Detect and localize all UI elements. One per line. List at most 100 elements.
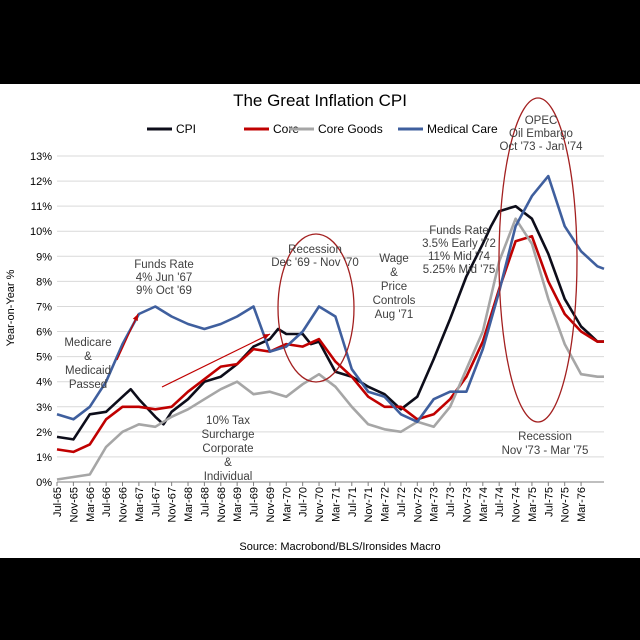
y-tick-label: 13% xyxy=(30,151,52,163)
annotation-funds-rate-1972: 11% Mid '74 xyxy=(428,251,491,263)
annotation-medicare: & xyxy=(84,351,92,363)
x-tick-label: Jul-70 xyxy=(298,487,310,517)
chart-panel: The Great Inflation CPI CPI Core Core Good… xyxy=(0,84,640,558)
annotation-wage-price-controls: & xyxy=(390,267,398,279)
y-tick-label: 10% xyxy=(30,226,52,238)
y-tick-label: 9% xyxy=(36,251,52,263)
x-tick-label: Mar-71 xyxy=(330,487,342,522)
gridlines xyxy=(57,155,604,458)
x-tick-label: Jul-68 xyxy=(199,487,211,517)
x-tick-label: Mar-70 xyxy=(281,487,293,522)
annotation-opec: Oil Embargo xyxy=(509,128,573,140)
annotation-recession-1973: Recession xyxy=(518,431,572,443)
x-tick-label: Jul-66 xyxy=(101,487,113,517)
series-line-core-goods xyxy=(56,217,604,481)
annotation-funds-rate-1967: Funds Rate xyxy=(134,259,193,271)
x-axis: Jul-65 Nov-65 Mar-66 Jul-66 Nov-66 Mar-67 Jul-… xyxy=(52,481,604,522)
x-tick-label: Nov-73 xyxy=(461,487,473,522)
x-tick-label: Nov-72 xyxy=(412,487,424,522)
annotation-tax-surcharge: Corporate xyxy=(202,443,253,455)
annotation-wage-price-controls: Controls xyxy=(373,295,416,307)
x-tick-label: Nov-71 xyxy=(363,487,375,522)
annotation-tax-surcharge: 10% Tax xyxy=(206,415,250,427)
x-tick-label: Nov-67 xyxy=(167,487,179,522)
x-tick-label: Jul-74 xyxy=(494,487,506,517)
arrow-head xyxy=(132,314,138,321)
x-tick-label: Mar-67 xyxy=(134,487,146,522)
y-tick-label: 0% xyxy=(36,477,52,489)
y-tick-label: 5% xyxy=(36,352,52,364)
annotation-medicare: Passed xyxy=(69,379,107,391)
chart-title: The Great Inflation CPI xyxy=(233,91,407,110)
annotation-opec: OPEC xyxy=(525,115,558,127)
y-tick-label: 2% xyxy=(36,427,52,439)
y-axis-label: Year-on-Year % xyxy=(5,269,17,346)
y-tick-label: 3% xyxy=(36,402,52,414)
x-tick-label: Mar-74 xyxy=(478,487,490,522)
x-tick-label: Nov-65 xyxy=(68,487,80,522)
y-tick-label: 4% xyxy=(36,377,52,389)
x-tick-label: Mar-66 xyxy=(85,487,97,522)
annotation-marks xyxy=(116,97,578,423)
x-tick-label: Nov-66 xyxy=(118,487,130,522)
legend: CPI Core Core Goods Medical Care xyxy=(147,122,498,136)
y-axis: 0% 1% 2% 3% 4% 5% 6% 7% 8% 9% 10% 11% 12% 13% xyxy=(30,151,52,489)
annotation-wage-price-controls: Wage xyxy=(379,253,409,265)
annotation-opec: Oct '73 - Jan '74 xyxy=(499,141,583,153)
annotation-tax-surcharge: Individual xyxy=(204,471,253,483)
y-tick-label: 6% xyxy=(36,327,52,339)
series-line-core xyxy=(56,234,604,454)
series-lines xyxy=(56,174,605,481)
annotation-funds-rate-1972: 3.5% Early '72 xyxy=(422,238,496,250)
x-tick-label: Jul-72 xyxy=(396,487,408,517)
x-tick-label: Jul-65 xyxy=(52,487,64,517)
x-tick-label: Mar-73 xyxy=(429,487,441,522)
x-tick-label: Mar-68 xyxy=(183,487,195,522)
annotation-tax-surcharge: & xyxy=(224,457,232,469)
annotation-tax-surcharge: Surcharge xyxy=(201,429,254,441)
series-line-cpi xyxy=(56,204,604,441)
source-note: Source: Macrobond/BLS/Ironsides Macro xyxy=(239,541,440,553)
annotation-recession-1973: Nov '73 - Mar '75 xyxy=(502,445,589,457)
y-tick-label: 12% xyxy=(30,176,52,188)
x-tick-label: Nov-70 xyxy=(314,487,326,522)
legend-label: Medical Care xyxy=(427,122,498,136)
x-tick-label: Jul-69 xyxy=(249,487,261,517)
inflation-chart: The Great Inflation CPI CPI Core Core Good… xyxy=(5,91,605,553)
x-tick-label: Mar-69 xyxy=(232,487,244,522)
x-tick-label: Nov-69 xyxy=(265,487,277,522)
legend-label: Core Goods xyxy=(318,122,383,136)
legend-label: CPI xyxy=(176,122,196,136)
annotation-recession-1969: Dec '69 - Nov '70 xyxy=(271,257,359,269)
y-tick-label: 7% xyxy=(36,301,52,313)
annotation-funds-rate-1967: 4% Jun '67 xyxy=(136,272,193,284)
annotation-wage-price-controls: Price xyxy=(381,281,407,293)
annotation-funds-rate-1972: 5.25% Mid '75 xyxy=(423,264,496,276)
x-tick-label: Mar-75 xyxy=(527,487,539,522)
x-tick-label: Jul-73 xyxy=(445,487,457,517)
annotation-medicare: Medicaid xyxy=(65,365,111,377)
x-tick-label: Nov-74 xyxy=(511,487,523,522)
x-tick-label: Nov-75 xyxy=(560,487,572,522)
opec-ellipse xyxy=(498,97,578,423)
legend-label: Core xyxy=(273,122,299,136)
annotation-funds-rate-1967: 9% Oct '69 xyxy=(136,285,192,297)
medicare-arrow xyxy=(116,313,139,361)
tax-arrow xyxy=(161,333,271,388)
x-tick-label: Mar-72 xyxy=(380,487,392,522)
recession-1969-ellipse xyxy=(277,233,355,383)
arrow-head xyxy=(263,334,270,340)
y-tick-label: 1% xyxy=(36,452,52,464)
series-line-medical-care xyxy=(56,174,605,424)
annotation-funds-rate-1972: Funds Rate xyxy=(429,225,488,237)
annotation-medicare: Medicare xyxy=(64,337,111,349)
y-tick-label: 11% xyxy=(31,201,52,213)
x-tick-label: Jul-71 xyxy=(347,487,359,517)
annotation-wage-price-controls: Aug '71 xyxy=(375,309,414,321)
x-tick-label: Jul-75 xyxy=(543,487,555,517)
x-tick-label: Nov-68 xyxy=(216,487,228,522)
x-tick-label: Jul-67 xyxy=(150,487,162,517)
annotation-recession-1969: Recession xyxy=(288,244,342,256)
